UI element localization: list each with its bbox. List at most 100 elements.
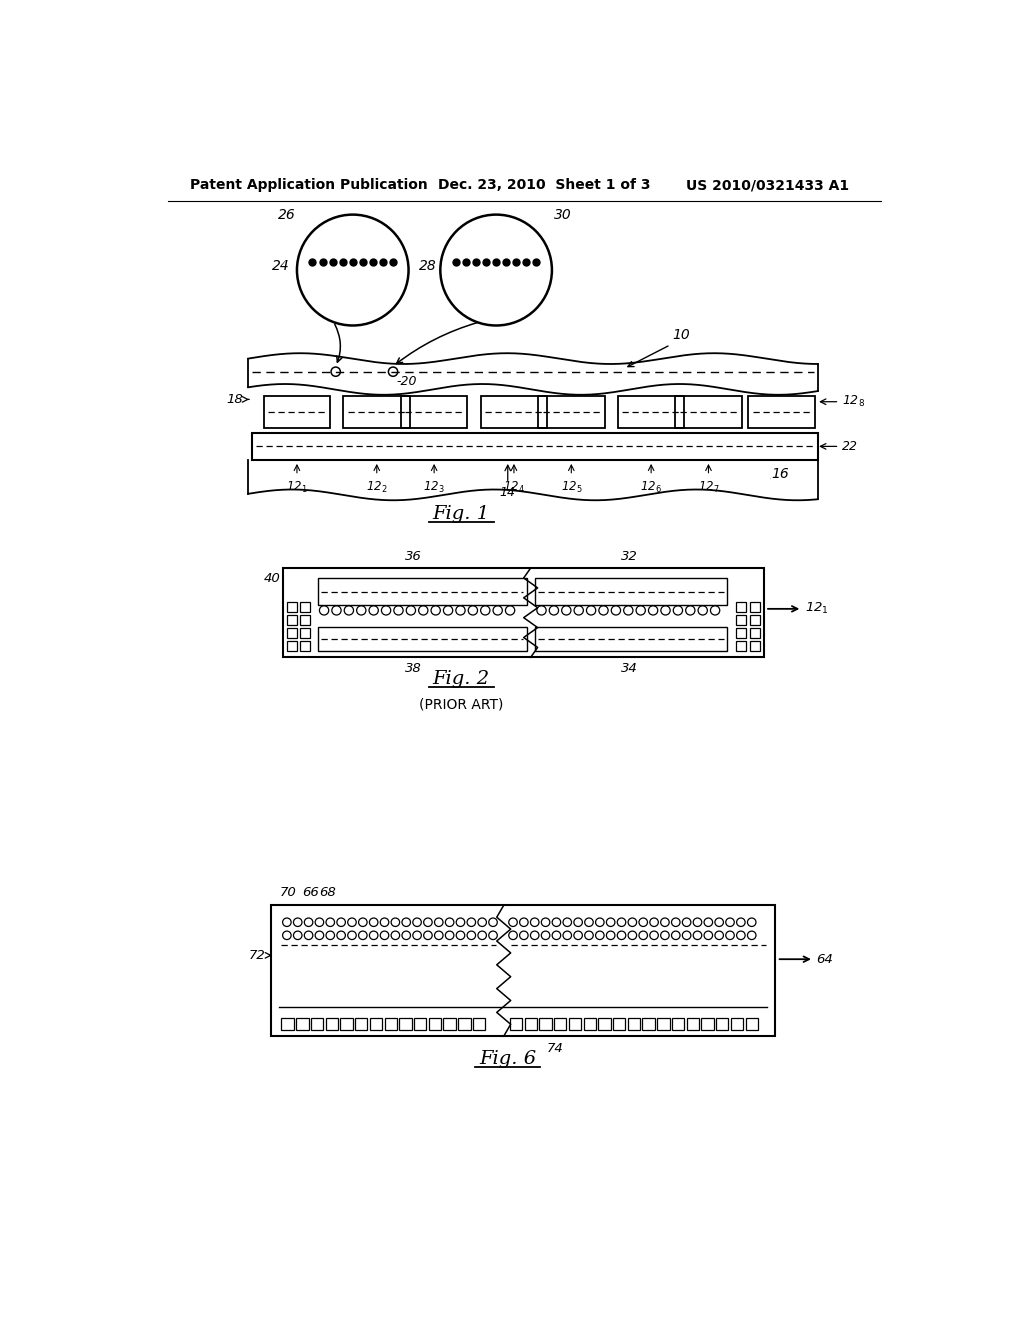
- Text: 12$_6$: 12$_6$: [640, 480, 663, 495]
- Bar: [750, 602, 760, 612]
- Ellipse shape: [297, 215, 409, 326]
- Bar: [317, 578, 526, 605]
- Text: 24: 24: [271, 259, 289, 273]
- Text: 30: 30: [554, 209, 571, 222]
- Bar: [750, 615, 760, 626]
- Bar: [326, 1018, 338, 1030]
- Text: 34: 34: [621, 663, 637, 675]
- Text: Patent Application Publication: Patent Application Publication: [190, 178, 428, 193]
- Bar: [480, 396, 547, 428]
- Bar: [584, 1018, 596, 1030]
- Bar: [252, 433, 818, 461]
- Bar: [385, 1018, 397, 1030]
- Bar: [458, 1018, 471, 1030]
- Bar: [355, 1018, 368, 1030]
- Text: 16: 16: [771, 467, 790, 480]
- Bar: [340, 1018, 352, 1030]
- Text: Dec. 23, 2010  Sheet 1 of 3: Dec. 23, 2010 Sheet 1 of 3: [438, 178, 650, 193]
- Bar: [343, 396, 410, 428]
- Text: Fig. 1: Fig. 1: [433, 506, 489, 523]
- Text: 72: 72: [249, 949, 265, 962]
- Bar: [736, 628, 746, 638]
- Text: 32: 32: [621, 550, 637, 564]
- Ellipse shape: [440, 215, 552, 326]
- Text: 12$_1$: 12$_1$: [805, 602, 828, 616]
- Bar: [642, 1018, 654, 1030]
- Bar: [736, 642, 746, 651]
- Bar: [750, 628, 760, 638]
- Bar: [429, 1018, 441, 1030]
- Text: 12$_1$: 12$_1$: [286, 480, 308, 495]
- Bar: [675, 396, 741, 428]
- Bar: [672, 1018, 684, 1030]
- Bar: [598, 1018, 610, 1030]
- Text: 14: 14: [500, 486, 516, 499]
- Bar: [263, 396, 331, 428]
- Text: 12$_3$: 12$_3$: [423, 480, 444, 495]
- Bar: [414, 1018, 426, 1030]
- Bar: [287, 615, 297, 626]
- Text: 64: 64: [816, 953, 833, 966]
- Bar: [271, 906, 775, 1036]
- Bar: [300, 642, 310, 651]
- Text: 36: 36: [406, 550, 422, 564]
- Bar: [750, 642, 760, 651]
- Bar: [736, 615, 746, 626]
- Text: 12$_5$: 12$_5$: [560, 480, 582, 495]
- Bar: [283, 568, 764, 657]
- Text: -20: -20: [397, 375, 418, 388]
- Bar: [657, 1018, 670, 1030]
- Bar: [745, 1018, 758, 1030]
- Bar: [317, 627, 526, 651]
- Text: 40: 40: [264, 572, 281, 585]
- Text: 12$_8$: 12$_8$: [842, 395, 865, 409]
- Bar: [300, 615, 310, 626]
- Text: 10: 10: [673, 329, 690, 342]
- Bar: [538, 396, 604, 428]
- Text: 68: 68: [319, 886, 336, 899]
- Text: 12$_4$: 12$_4$: [503, 480, 525, 495]
- Text: 38: 38: [406, 663, 422, 675]
- Text: (PRIOR ART): (PRIOR ART): [419, 697, 504, 711]
- Bar: [535, 627, 727, 651]
- Bar: [716, 1018, 728, 1030]
- Bar: [300, 602, 310, 612]
- Bar: [731, 1018, 743, 1030]
- Bar: [296, 1018, 308, 1030]
- Bar: [628, 1018, 640, 1030]
- Bar: [510, 1018, 522, 1030]
- Bar: [554, 1018, 566, 1030]
- Bar: [568, 1018, 582, 1030]
- Bar: [282, 1018, 294, 1030]
- Bar: [370, 1018, 382, 1030]
- Text: 12$_7$: 12$_7$: [697, 480, 719, 495]
- Text: 26: 26: [278, 209, 295, 222]
- Text: Fig. 2: Fig. 2: [433, 671, 489, 688]
- Bar: [300, 628, 310, 638]
- Text: 70: 70: [280, 886, 297, 899]
- Bar: [617, 396, 684, 428]
- Bar: [473, 1018, 485, 1030]
- Bar: [400, 396, 467, 428]
- Bar: [540, 1018, 552, 1030]
- Bar: [736, 602, 746, 612]
- Text: 74: 74: [547, 1043, 563, 1056]
- Text: 66: 66: [302, 886, 318, 899]
- Bar: [287, 642, 297, 651]
- Bar: [287, 628, 297, 638]
- Bar: [311, 1018, 324, 1030]
- Bar: [687, 1018, 699, 1030]
- Bar: [535, 578, 727, 605]
- Bar: [287, 602, 297, 612]
- Bar: [399, 1018, 412, 1030]
- Text: 28: 28: [419, 259, 436, 273]
- Text: 18: 18: [226, 393, 243, 407]
- Text: Fig. 6: Fig. 6: [479, 1051, 537, 1068]
- Bar: [701, 1018, 714, 1030]
- Bar: [613, 1018, 626, 1030]
- Bar: [748, 396, 815, 428]
- Text: 12$_2$: 12$_2$: [366, 480, 387, 495]
- Text: US 2010/0321433 A1: US 2010/0321433 A1: [686, 178, 849, 193]
- Bar: [524, 1018, 537, 1030]
- Bar: [443, 1018, 456, 1030]
